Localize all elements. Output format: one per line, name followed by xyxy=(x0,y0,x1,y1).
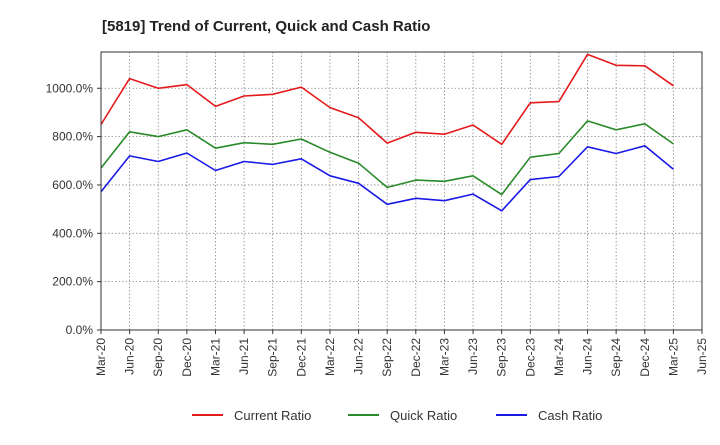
x-tick-label: Mar-22 xyxy=(323,338,337,376)
series-line-current-ratio xyxy=(100,53,674,146)
x-tick-label: Dec-20 xyxy=(180,338,194,377)
x-tick-label: Sep-20 xyxy=(151,338,165,377)
y-tick-label: 200.0% xyxy=(52,275,93,289)
y-tick-label: 800.0% xyxy=(52,130,93,144)
x-tick-label: Jun-21 xyxy=(237,338,251,375)
y-tick-label: 600.0% xyxy=(52,178,93,192)
legend-label-quick-ratio: Quick Ratio xyxy=(390,408,457,423)
x-tick-label: Mar-24 xyxy=(552,338,566,376)
legend-label-cash-ratio: Cash Ratio xyxy=(538,408,602,423)
x-tick-label: Mar-20 xyxy=(94,338,108,376)
x-tick-label: Mar-21 xyxy=(208,338,222,376)
x-tick-label: Jun-25 xyxy=(695,338,709,375)
x-axis: Mar-20 Jun-20 Sep-20 Dec-20 Mar-21 Jun-21 Sep-… xyxy=(94,330,709,377)
x-tick-label: Jun-24 xyxy=(581,338,595,375)
x-tick-label: Jun-20 xyxy=(123,338,137,375)
legend: Current Ratio Quick Ratio Cash Ratio xyxy=(192,408,602,423)
x-tick-label: Dec-22 xyxy=(409,338,423,377)
x-tick-label: Sep-23 xyxy=(495,338,509,377)
plot-frame xyxy=(100,51,703,331)
series-lines xyxy=(100,53,674,212)
grid xyxy=(100,52,703,331)
x-tick-label: Sep-22 xyxy=(380,338,394,377)
series-line-quick-ratio xyxy=(100,120,674,196)
x-tick-label: Dec-24 xyxy=(638,338,652,377)
y-tick-label: 400.0% xyxy=(52,226,93,240)
y-tick-label: 1000.0% xyxy=(46,81,94,95)
chart-title: [5819] Trend of Current, Quick and Cash … xyxy=(102,18,430,35)
y-tick-label: 0.0% xyxy=(66,323,94,337)
x-tick-label: Mar-25 xyxy=(666,338,680,376)
y-axis: 0.0% 200.0% 400.0% 600.0% 800.0% 1000.0% xyxy=(46,81,101,337)
x-tick-label: Jun-22 xyxy=(352,338,366,375)
series-line-cash-ratio xyxy=(100,145,674,212)
x-tick-label: Sep-21 xyxy=(266,338,280,377)
x-tick-label: Dec-23 xyxy=(523,338,537,377)
x-tick-label: Dec-21 xyxy=(294,338,308,377)
legend-label-current-ratio: Current Ratio xyxy=(234,408,311,423)
x-tick-label: Jun-23 xyxy=(466,338,480,375)
x-tick-label: Sep-24 xyxy=(609,338,623,377)
x-tick-label: Mar-23 xyxy=(437,338,451,376)
